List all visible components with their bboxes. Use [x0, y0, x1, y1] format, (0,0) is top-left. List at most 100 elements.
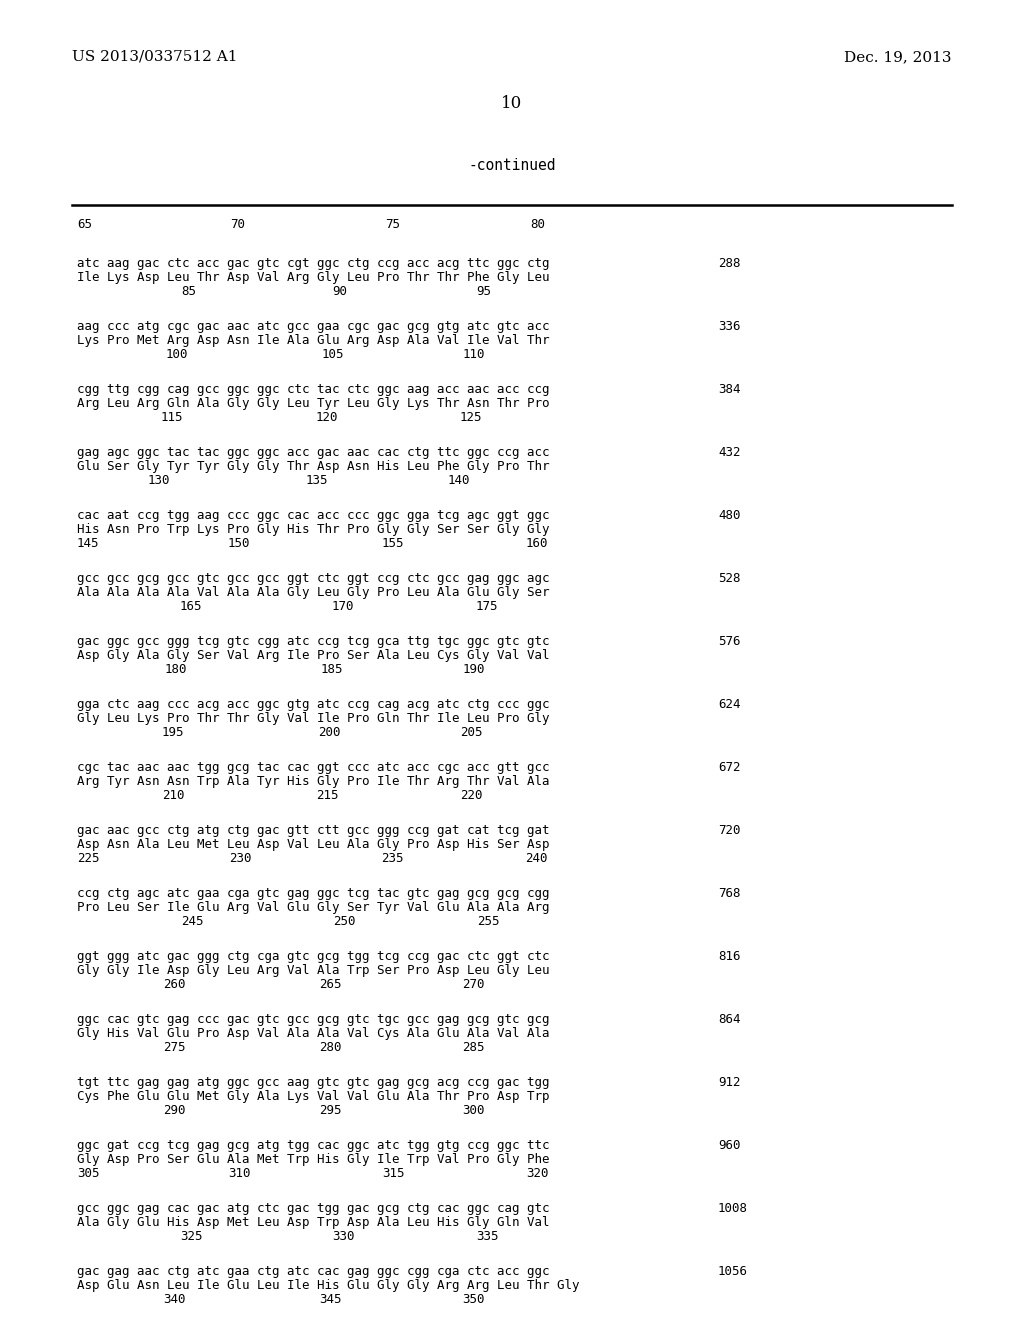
Text: 720: 720: [718, 824, 740, 837]
Text: 1056: 1056: [718, 1265, 748, 1278]
Text: 330: 330: [332, 1230, 354, 1243]
Text: Gly Leu Lys Pro Thr Thr Gly Val Ile Pro Gln Thr Ile Leu Pro Gly: Gly Leu Lys Pro Thr Thr Gly Val Ile Pro …: [77, 711, 550, 725]
Text: 235: 235: [381, 851, 403, 865]
Text: 90: 90: [332, 285, 347, 298]
Text: 245: 245: [181, 915, 204, 928]
Text: 85: 85: [181, 285, 196, 298]
Text: gga ctc aag ccc acg acc ggc gtg atc ccg cag acg atc ctg ccc ggc: gga ctc aag ccc acg acc ggc gtg atc ccg …: [77, 698, 550, 711]
Text: 120: 120: [316, 411, 339, 424]
Text: 325: 325: [180, 1230, 203, 1243]
Text: gac ggc gcc ggg tcg gtc cgg atc ccg tcg gca ttg tgc ggc gtc gtc: gac ggc gcc ggg tcg gtc cgg atc ccg tcg …: [77, 635, 550, 648]
Text: 265: 265: [319, 978, 341, 991]
Text: Lys Pro Met Arg Asp Asn Ile Ala Glu Arg Asp Ala Val Ile Val Thr: Lys Pro Met Arg Asp Asn Ile Ala Glu Arg …: [77, 334, 550, 347]
Text: 336: 336: [718, 319, 740, 333]
Text: Gly Asp Pro Ser Glu Ala Met Trp His Gly Ile Trp Val Pro Gly Phe: Gly Asp Pro Ser Glu Ala Met Trp His Gly …: [77, 1152, 550, 1166]
Text: 432: 432: [718, 446, 740, 459]
Text: 240: 240: [525, 851, 548, 865]
Text: Asp Asn Ala Leu Met Leu Asp Val Leu Ala Gly Pro Asp His Ser Asp: Asp Asn Ala Leu Met Leu Asp Val Leu Ala …: [77, 838, 550, 851]
Text: gcc gcc gcg gcc gtc gcc gcc ggt ctc ggt ccg ctc gcc gag ggc agc: gcc gcc gcg gcc gtc gcc gcc ggt ctc ggt …: [77, 572, 550, 585]
Text: gac aac gcc ctg atg ctg gac gtt ctt gcc ggg ccg gat cat tcg gat: gac aac gcc ctg atg ctg gac gtt ctt gcc …: [77, 824, 550, 837]
Text: cgg ttg cgg cag gcc ggc ggc ctc tac ctc ggc aag acc aac acc ccg: cgg ttg cgg cag gcc ggc ggc ctc tac ctc …: [77, 383, 550, 396]
Text: gag agc ggc tac tac ggc ggc acc gac aac cac ctg ttc ggc ccg acc: gag agc ggc tac tac ggc ggc acc gac aac …: [77, 446, 550, 459]
Text: Gly Gly Ile Asp Gly Leu Arg Val Ala Trp Ser Pro Asp Leu Gly Leu: Gly Gly Ile Asp Gly Leu Arg Val Ala Trp …: [77, 964, 550, 977]
Text: 210: 210: [162, 789, 184, 803]
Text: 155: 155: [382, 537, 404, 550]
Text: gcc ggc gag cac gac atg ctc gac tgg gac gcg ctg cac ggc cag gtc: gcc ggc gag cac gac atg ctc gac tgg gac …: [77, 1203, 550, 1214]
Text: 185: 185: [321, 663, 343, 676]
Text: 160: 160: [526, 537, 549, 550]
Text: 305: 305: [77, 1167, 99, 1180]
Text: 135: 135: [306, 474, 329, 487]
Text: Glu Ser Gly Tyr Tyr Gly Gly Thr Asp Asn His Leu Phe Gly Pro Thr: Glu Ser Gly Tyr Tyr Gly Gly Thr Asp Asn …: [77, 459, 550, 473]
Text: 1008: 1008: [718, 1203, 748, 1214]
Text: US 2013/0337512 A1: US 2013/0337512 A1: [72, 50, 238, 63]
Text: 345: 345: [319, 1294, 341, 1305]
Text: 145: 145: [77, 537, 99, 550]
Text: Asp Gly Ala Gly Ser Val Arg Ile Pro Ser Ala Leu Cys Gly Val Val: Asp Gly Ala Gly Ser Val Arg Ile Pro Ser …: [77, 649, 550, 663]
Text: 300: 300: [462, 1104, 484, 1117]
Text: ccg ctg agc atc gaa cga gtc gag ggc tcg tac gtc gag gcg gcg cgg: ccg ctg agc atc gaa cga gtc gag ggc tcg …: [77, 887, 550, 900]
Text: 195: 195: [162, 726, 184, 739]
Text: 624: 624: [718, 698, 740, 711]
Text: 140: 140: [449, 474, 470, 487]
Text: 165: 165: [180, 601, 203, 612]
Text: 275: 275: [163, 1041, 185, 1053]
Text: aag ccc atg cgc gac aac atc gcc gaa cgc gac gcg gtg atc gtc acc: aag ccc atg cgc gac aac atc gcc gaa cgc …: [77, 319, 550, 333]
Text: ggt ggg atc gac ggg ctg cga gtc gcg tgg tcg ccg gac ctc ggt ctc: ggt ggg atc gac ggg ctg cga gtc gcg tgg …: [77, 950, 550, 964]
Text: tgt ttc gag gag atg ggc gcc aag gtc gtc gag gcg acg ccg gac tgg: tgt ttc gag gag atg ggc gcc aag gtc gtc …: [77, 1076, 550, 1089]
Text: 115: 115: [161, 411, 183, 424]
Text: 340: 340: [163, 1294, 185, 1305]
Text: cgc tac aac aac tgg gcg tac cac ggt ccc atc acc cgc acc gtt gcc: cgc tac aac aac tgg gcg tac cac ggt ccc …: [77, 762, 550, 774]
Text: ggc gat ccg tcg gag gcg atg tgg cac ggc atc tgg gtg ccg ggc ttc: ggc gat ccg tcg gag gcg atg tgg cac ggc …: [77, 1139, 550, 1152]
Text: 480: 480: [718, 510, 740, 521]
Text: 200: 200: [318, 726, 341, 739]
Text: 285: 285: [462, 1041, 484, 1053]
Text: Ile Lys Asp Leu Thr Asp Val Arg Gly Leu Pro Thr Thr Phe Gly Leu: Ile Lys Asp Leu Thr Asp Val Arg Gly Leu …: [77, 271, 550, 284]
Text: 80: 80: [530, 218, 545, 231]
Text: 205: 205: [460, 726, 482, 739]
Text: Arg Leu Arg Gln Ala Gly Gly Leu Tyr Leu Gly Lys Thr Asn Thr Pro: Arg Leu Arg Gln Ala Gly Gly Leu Tyr Leu …: [77, 397, 550, 411]
Text: gac gag aac ctg atc gaa ctg atc cac gag ggc cgg cga ctc acc ggc: gac gag aac ctg atc gaa ctg atc cac gag …: [77, 1265, 550, 1278]
Text: 100: 100: [166, 348, 188, 360]
Text: 190: 190: [463, 663, 485, 676]
Text: 255: 255: [477, 915, 500, 928]
Text: 230: 230: [229, 851, 252, 865]
Text: 225: 225: [77, 851, 99, 865]
Text: 110: 110: [463, 348, 485, 360]
Text: 70: 70: [230, 218, 245, 231]
Text: 260: 260: [163, 978, 185, 991]
Text: 310: 310: [228, 1167, 251, 1180]
Text: 125: 125: [460, 411, 482, 424]
Text: Cys Phe Glu Glu Met Gly Ala Lys Val Val Glu Ala Thr Pro Asp Trp: Cys Phe Glu Glu Met Gly Ala Lys Val Val …: [77, 1090, 550, 1104]
Text: 816: 816: [718, 950, 740, 964]
Text: 65: 65: [77, 218, 92, 231]
Text: Asp Glu Asn Leu Ile Glu Leu Ile His Glu Gly Gly Arg Arg Leu Thr Gly: Asp Glu Asn Leu Ile Glu Leu Ile His Glu …: [77, 1279, 580, 1292]
Text: 295: 295: [319, 1104, 341, 1117]
Text: 912: 912: [718, 1076, 740, 1089]
Text: 150: 150: [228, 537, 251, 550]
Text: 10: 10: [502, 95, 522, 112]
Text: atc aag gac ctc acc gac gtc cgt ggc ctg ccg acc acg ttc ggc ctg: atc aag gac ctc acc gac gtc cgt ggc ctg …: [77, 257, 550, 271]
Text: 864: 864: [718, 1012, 740, 1026]
Text: 315: 315: [382, 1167, 404, 1180]
Text: His Asn Pro Trp Lys Pro Gly His Thr Pro Gly Gly Ser Ser Gly Gly: His Asn Pro Trp Lys Pro Gly His Thr Pro …: [77, 523, 550, 536]
Text: 576: 576: [718, 635, 740, 648]
Text: Arg Tyr Asn Asn Trp Ala Tyr His Gly Pro Ile Thr Arg Thr Val Ala: Arg Tyr Asn Asn Trp Ala Tyr His Gly Pro …: [77, 775, 550, 788]
Text: 220: 220: [460, 789, 482, 803]
Text: 288: 288: [718, 257, 740, 271]
Text: 350: 350: [462, 1294, 484, 1305]
Text: 320: 320: [526, 1167, 549, 1180]
Text: 335: 335: [476, 1230, 499, 1243]
Text: 250: 250: [333, 915, 355, 928]
Text: 170: 170: [332, 601, 354, 612]
Text: Gly His Val Glu Pro Asp Val Ala Ala Val Cys Ala Glu Ala Val Ala: Gly His Val Glu Pro Asp Val Ala Ala Val …: [77, 1027, 550, 1040]
Text: Ala Gly Glu His Asp Met Leu Asp Trp Asp Ala Leu His Gly Gln Val: Ala Gly Glu His Asp Met Leu Asp Trp Asp …: [77, 1216, 550, 1229]
Text: 95: 95: [476, 285, 490, 298]
Text: 672: 672: [718, 762, 740, 774]
Text: Dec. 19, 2013: Dec. 19, 2013: [845, 50, 952, 63]
Text: Ala Ala Ala Ala Val Ala Ala Gly Leu Gly Pro Leu Ala Glu Gly Ser: Ala Ala Ala Ala Val Ala Ala Gly Leu Gly …: [77, 586, 550, 599]
Text: 215: 215: [316, 789, 339, 803]
Text: 105: 105: [322, 348, 344, 360]
Text: 768: 768: [718, 887, 740, 900]
Text: cac aat ccg tgg aag ccc ggc cac acc ccc ggc gga tcg agc ggt ggc: cac aat ccg tgg aag ccc ggc cac acc ccc …: [77, 510, 550, 521]
